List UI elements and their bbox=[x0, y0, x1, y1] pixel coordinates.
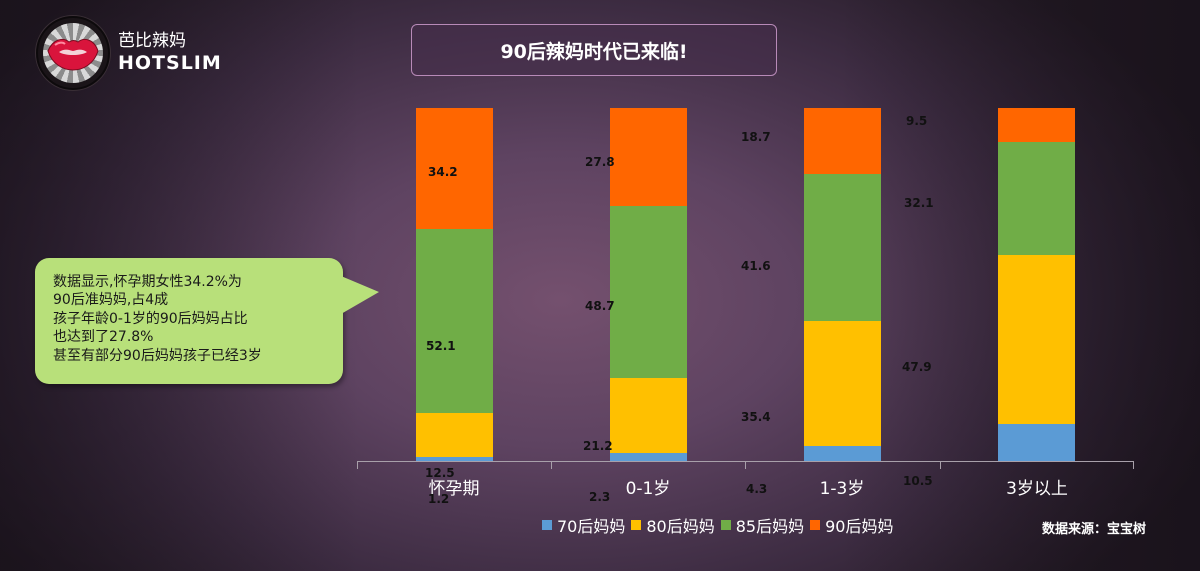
logo-badge bbox=[36, 16, 110, 90]
legend-item: 85后妈妈 bbox=[720, 513, 805, 537]
logo-english-name: HOTSLIM bbox=[118, 52, 222, 74]
axis-tick bbox=[551, 461, 552, 469]
chart-title-text: 90后辣妈时代已来临! bbox=[500, 40, 688, 63]
lips-icon bbox=[43, 23, 103, 83]
bar-segment bbox=[416, 228, 493, 413]
data-label: 48.7 bbox=[585, 299, 615, 313]
bar-1 bbox=[610, 108, 687, 461]
callout-text: 数据显示,怀孕期女性34.2%为 90后准妈妈,占4成 孩子年龄0-1岁的90后… bbox=[53, 273, 262, 365]
legend-label: 80后妈妈 bbox=[646, 517, 715, 536]
data-source: 数据来源：宝宝树 bbox=[1042, 522, 1147, 537]
bar-segment bbox=[610, 206, 687, 379]
legend-label: 70后妈妈 bbox=[557, 517, 626, 536]
bar-segment bbox=[610, 378, 687, 453]
data-label: 12.5 bbox=[425, 466, 455, 480]
bar-segment bbox=[804, 174, 881, 321]
chart-title: 90后辣妈时代已来临! bbox=[411, 24, 777, 76]
data-label: 18.7 bbox=[741, 130, 771, 144]
callout-line: 甚至有部分90后妈妈孩子已经3岁 bbox=[53, 347, 262, 364]
bar-2 bbox=[804, 108, 881, 461]
bar-segment bbox=[416, 412, 493, 457]
callout-line: 90后准妈妈,占4成 bbox=[53, 292, 169, 309]
data-label: 35.4 bbox=[741, 410, 771, 424]
data-label: 21.2 bbox=[583, 439, 613, 453]
axis-tick bbox=[357, 461, 358, 469]
data-label: 9.5 bbox=[906, 114, 928, 128]
legend-swatch-icon bbox=[810, 520, 821, 530]
data-label: 4.3 bbox=[746, 482, 768, 496]
callout-line: 也达到了27.8% bbox=[53, 329, 154, 346]
data-label: 10.5 bbox=[903, 474, 933, 488]
axis-tick bbox=[1133, 461, 1134, 469]
data-label: 52.1 bbox=[426, 339, 456, 353]
bar-segment bbox=[998, 141, 1075, 255]
x-axis-label: 怀孕期 bbox=[428, 479, 480, 499]
callout-bubble: 数据显示,怀孕期女性34.2%为 90后准妈妈,占4成 孩子年龄0-1岁的90后… bbox=[35, 258, 379, 384]
logo-chinese-name: 芭比辣妈 bbox=[118, 31, 186, 51]
logo-text: 芭比辣妈 HOTSLIM bbox=[118, 31, 222, 75]
axis-tick bbox=[745, 461, 746, 469]
data-label: 47.9 bbox=[902, 360, 932, 374]
bar-3 bbox=[998, 108, 1075, 461]
callout-line: 孩子年龄0-1岁的90后妈妈占比 bbox=[53, 310, 248, 327]
bar-segment bbox=[998, 423, 1075, 461]
bar-segment bbox=[416, 108, 493, 229]
legend-label: 85后妈妈 bbox=[735, 517, 805, 536]
legend-swatch-icon bbox=[631, 520, 642, 530]
bar-segment bbox=[804, 445, 881, 461]
x-axis-label: 3岁以上 bbox=[1006, 479, 1068, 499]
data-label: 2.3 bbox=[589, 490, 611, 504]
legend-swatch-icon bbox=[542, 520, 552, 530]
legend-item: 80后妈妈 bbox=[631, 513, 715, 537]
brand-logo: 芭比辣妈 HOTSLIM bbox=[36, 16, 222, 90]
legend-item: 70后妈妈 bbox=[542, 513, 625, 537]
bar-0 bbox=[416, 108, 493, 461]
chart-legend: 70后妈妈 80后妈妈 85后妈妈 90后妈妈 bbox=[542, 513, 900, 537]
x-axis-label: 0-1岁 bbox=[625, 479, 671, 499]
bar-segment bbox=[416, 456, 493, 461]
bar-segment bbox=[804, 108, 881, 175]
data-label: 1.2 bbox=[428, 492, 450, 506]
data-label: 41.6 bbox=[741, 259, 771, 273]
data-label: 34.2 bbox=[428, 165, 458, 179]
legend-item: 90后妈妈 bbox=[810, 513, 894, 537]
data-label: 27.8 bbox=[585, 155, 615, 169]
bar-segment bbox=[998, 108, 1075, 142]
bar-segment bbox=[610, 452, 687, 461]
bar-segment bbox=[610, 108, 687, 207]
x-axis-label: 1-3岁 bbox=[819, 479, 865, 499]
callout-line: 数据显示,怀孕期女性34.2%为 bbox=[53, 274, 242, 290]
bar-segment bbox=[998, 254, 1075, 424]
legend-swatch-icon bbox=[720, 520, 731, 530]
legend-label: 90后妈妈 bbox=[825, 517, 894, 536]
data-label: 32.1 bbox=[904, 196, 934, 210]
bar-segment bbox=[804, 320, 881, 446]
axis-tick bbox=[940, 461, 941, 469]
